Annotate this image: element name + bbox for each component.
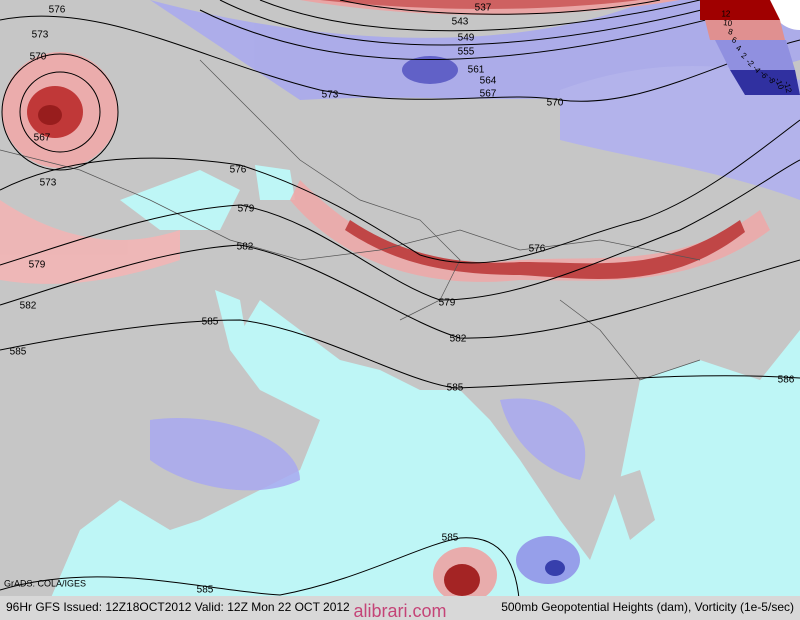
contour-label: 585 [10,347,27,358]
contour-label: 579 [29,260,46,271]
contour-label: 573 [32,30,49,41]
contour-label: 582 [20,301,37,312]
contour-label: 576 [49,5,66,16]
contour-label: 570 [30,52,47,63]
colorbar-label: -8 [766,74,777,85]
colorbar-label: 2 [740,51,749,61]
colorbar-label: -6 [758,69,770,80]
footer-right: 500mb Geopotential Heights (dam), Vortic… [501,600,794,614]
contour-label: 585 [202,317,219,328]
contour-label: 585 [197,585,214,596]
contour-label: 579 [238,204,255,215]
contour-label: 543 [452,17,469,28]
contour-label: 537 [475,3,492,14]
footer-left: 96Hr GFS Issued: 12Z18OCT2012 Valid: 12Z… [6,600,350,614]
contour-label: 576 [529,244,546,255]
contour-label: 585 [447,383,464,394]
contour-label: 561 [468,65,485,76]
colorbar-label: -10 [773,77,786,91]
contour-label: 564 [480,76,497,87]
colorbar-label: 12 [721,10,730,19]
contour-label: 549 [458,33,475,44]
colorbar-label: 6 [731,35,739,45]
contour-label: 576 [230,165,247,176]
credit: GrADS: COLA/IGES [4,578,86,588]
contour-label: 585 [442,533,459,544]
contour-label: 586 [778,375,795,386]
colorbar-label: 10 [723,18,733,28]
colorbar-label: 4 [735,43,744,53]
colorbar-label: -12 [782,80,793,94]
footer-bar [0,596,800,620]
contour-label: 567 [34,133,51,144]
contour-label: 573 [40,178,57,189]
colorbar-label: 8 [727,27,734,37]
contour-label: 570 [547,98,564,109]
watermark: alibrari.com [353,601,446,620]
colorbar-label: -2 [744,57,756,69]
contour-label: 582 [450,334,467,345]
colorbar-label: -4 [751,64,763,76]
contour-label: 582 [237,242,254,253]
contour-label: 555 [458,47,475,58]
contour-label: 573 [322,90,339,101]
contour-label: 567 [480,89,497,100]
colorbar [700,0,800,95]
contour-label: 579 [439,298,456,309]
